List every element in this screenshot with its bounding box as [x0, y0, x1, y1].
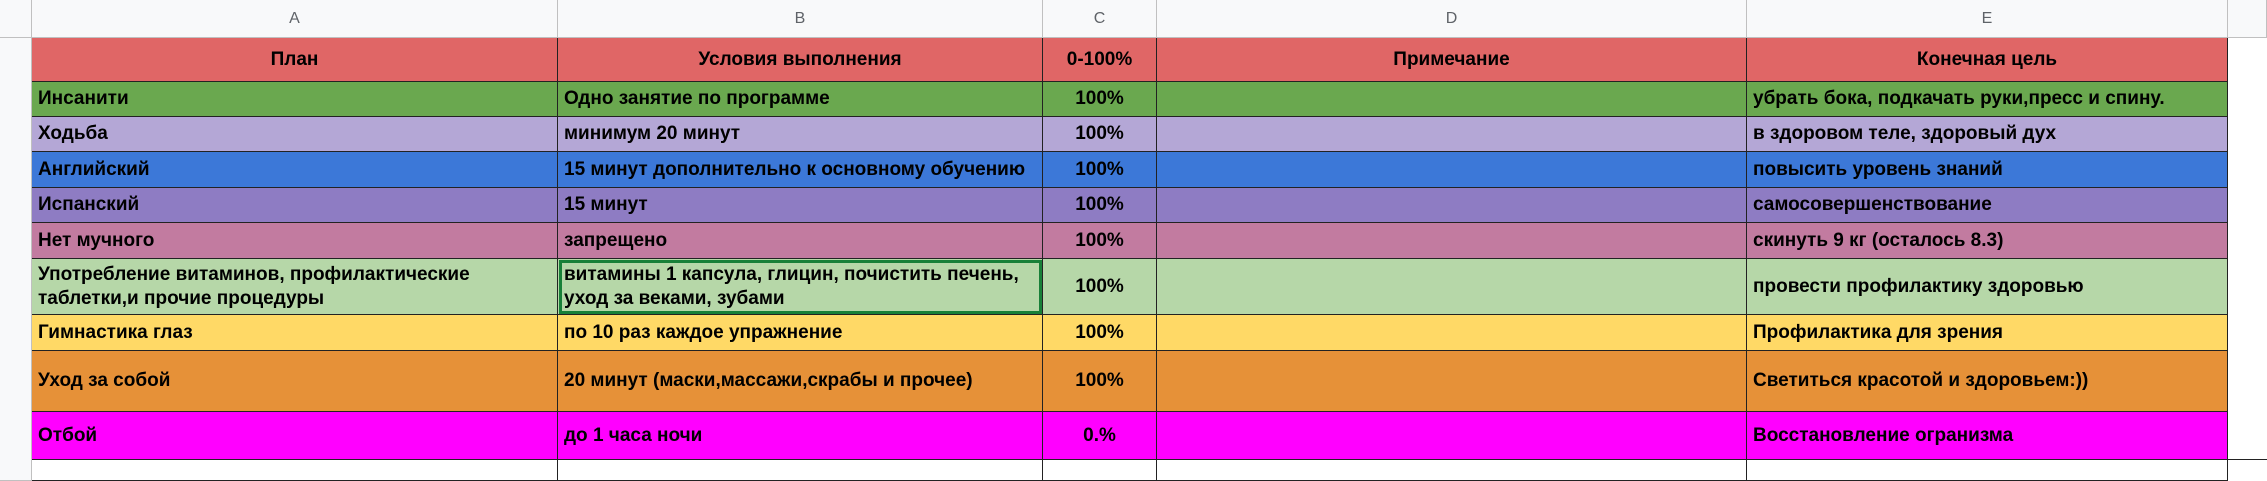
empty-column-header	[2228, 0, 2267, 38]
column-header[interactable]: D	[1157, 0, 1747, 38]
note-cell[interactable]	[1157, 412, 1747, 460]
empty-cell[interactable]	[1043, 460, 1157, 481]
empty-cell[interactable]	[558, 460, 1043, 481]
percent-cell[interactable]: 100%	[1043, 223, 1157, 259]
empty-cell[interactable]	[32, 460, 558, 481]
condition-cell[interactable]: 15 минут дополнительно к основному обуче…	[558, 152, 1043, 188]
percent-cell[interactable]: 100%	[1043, 188, 1157, 223]
percent-cell[interactable]: 0.%	[1043, 412, 1157, 460]
condition-cell[interactable]: 15 минут	[558, 188, 1043, 223]
percent-cell[interactable]: 100%	[1043, 82, 1157, 117]
empty-cell[interactable]	[1157, 460, 1747, 481]
condition-cell[interactable]: 20 минут (маски,массажи,скрабы и прочее)	[558, 351, 1043, 412]
percent-cell[interactable]: 100%	[1043, 315, 1157, 351]
note-cell[interactable]	[1157, 117, 1747, 152]
percent-cell[interactable]: 100%	[1043, 152, 1157, 188]
note-cell[interactable]	[1157, 188, 1747, 223]
header-cell[interactable]: Примечание	[1157, 38, 1747, 82]
goal-cell[interactable]: самосовершенствование	[1747, 188, 2228, 223]
percent-cell[interactable]: 100%	[1043, 259, 1157, 315]
header-cell[interactable]: 0-100%	[1043, 38, 1157, 82]
plan-cell[interactable]: Отбой	[32, 412, 558, 460]
condition-cell[interactable]: минимум 20 минут	[558, 117, 1043, 152]
goal-cell[interactable]: повысить уровень знаний	[1747, 152, 2228, 188]
plan-cell[interactable]: Испанский	[32, 188, 558, 223]
note-cell[interactable]	[1157, 315, 1747, 351]
note-cell[interactable]	[1157, 351, 1747, 412]
condition-cell[interactable]: Одно занятие по программе	[558, 82, 1043, 117]
column-header[interactable]: C	[1043, 0, 1157, 38]
empty-cell[interactable]	[1747, 460, 2228, 481]
condition-cell[interactable]: запрещено	[558, 223, 1043, 259]
row-header-strip	[0, 38, 32, 481]
plan-cell[interactable]: Употребление витаминов, профилактические…	[32, 259, 558, 315]
goal-cell[interactable]: Восстановление огранизма	[1747, 412, 2228, 460]
corner	[0, 0, 32, 38]
percent-cell[interactable]: 100%	[1043, 117, 1157, 152]
percent-cell[interactable]: 100%	[1043, 351, 1157, 412]
goal-cell[interactable]: Светиться красотой и здоровьем:))	[1747, 351, 2228, 412]
goal-cell[interactable]: убрать бока, подкачать руки,пресс и спин…	[1747, 82, 2228, 117]
goal-cell[interactable]: провести профилактику здоровью	[1747, 259, 2228, 315]
note-cell[interactable]	[1157, 259, 1747, 315]
note-cell[interactable]	[1157, 82, 1747, 117]
selected-cell[interactable]: витамины 1 капсула, глицин, почистить пе…	[558, 259, 1043, 315]
goal-cell[interactable]: в здоровом теле, здоровый дух	[1747, 117, 2228, 152]
plan-cell[interactable]: Инсанити	[32, 82, 558, 117]
plan-cell[interactable]: Английский	[32, 152, 558, 188]
condition-cell[interactable]: до 1 часа ночи	[558, 412, 1043, 460]
goal-cell[interactable]: скинуть 9 кг (осталось 8.3)	[1747, 223, 2228, 259]
plan-cell[interactable]: Ходьба	[32, 117, 558, 152]
note-cell[interactable]	[1157, 223, 1747, 259]
column-header[interactable]: E	[1747, 0, 2228, 38]
header-cell[interactable]: План	[32, 38, 558, 82]
gutter	[2228, 38, 2267, 460]
plan-cell[interactable]: Нет мучного	[32, 223, 558, 259]
plan-cell[interactable]: Гимнастика глаз	[32, 315, 558, 351]
note-cell[interactable]	[1157, 152, 1747, 188]
condition-cell[interactable]: по 10 раз каждое упражнение	[558, 315, 1043, 351]
plan-cell[interactable]: Уход за собой	[32, 351, 558, 412]
header-cell[interactable]: Конечная цель	[1747, 38, 2228, 82]
header-cell[interactable]: Условия выполнения	[558, 38, 1043, 82]
column-header[interactable]: B	[558, 0, 1043, 38]
column-header[interactable]: A	[32, 0, 558, 38]
goal-cell[interactable]: Профилактика для зрения	[1747, 315, 2228, 351]
